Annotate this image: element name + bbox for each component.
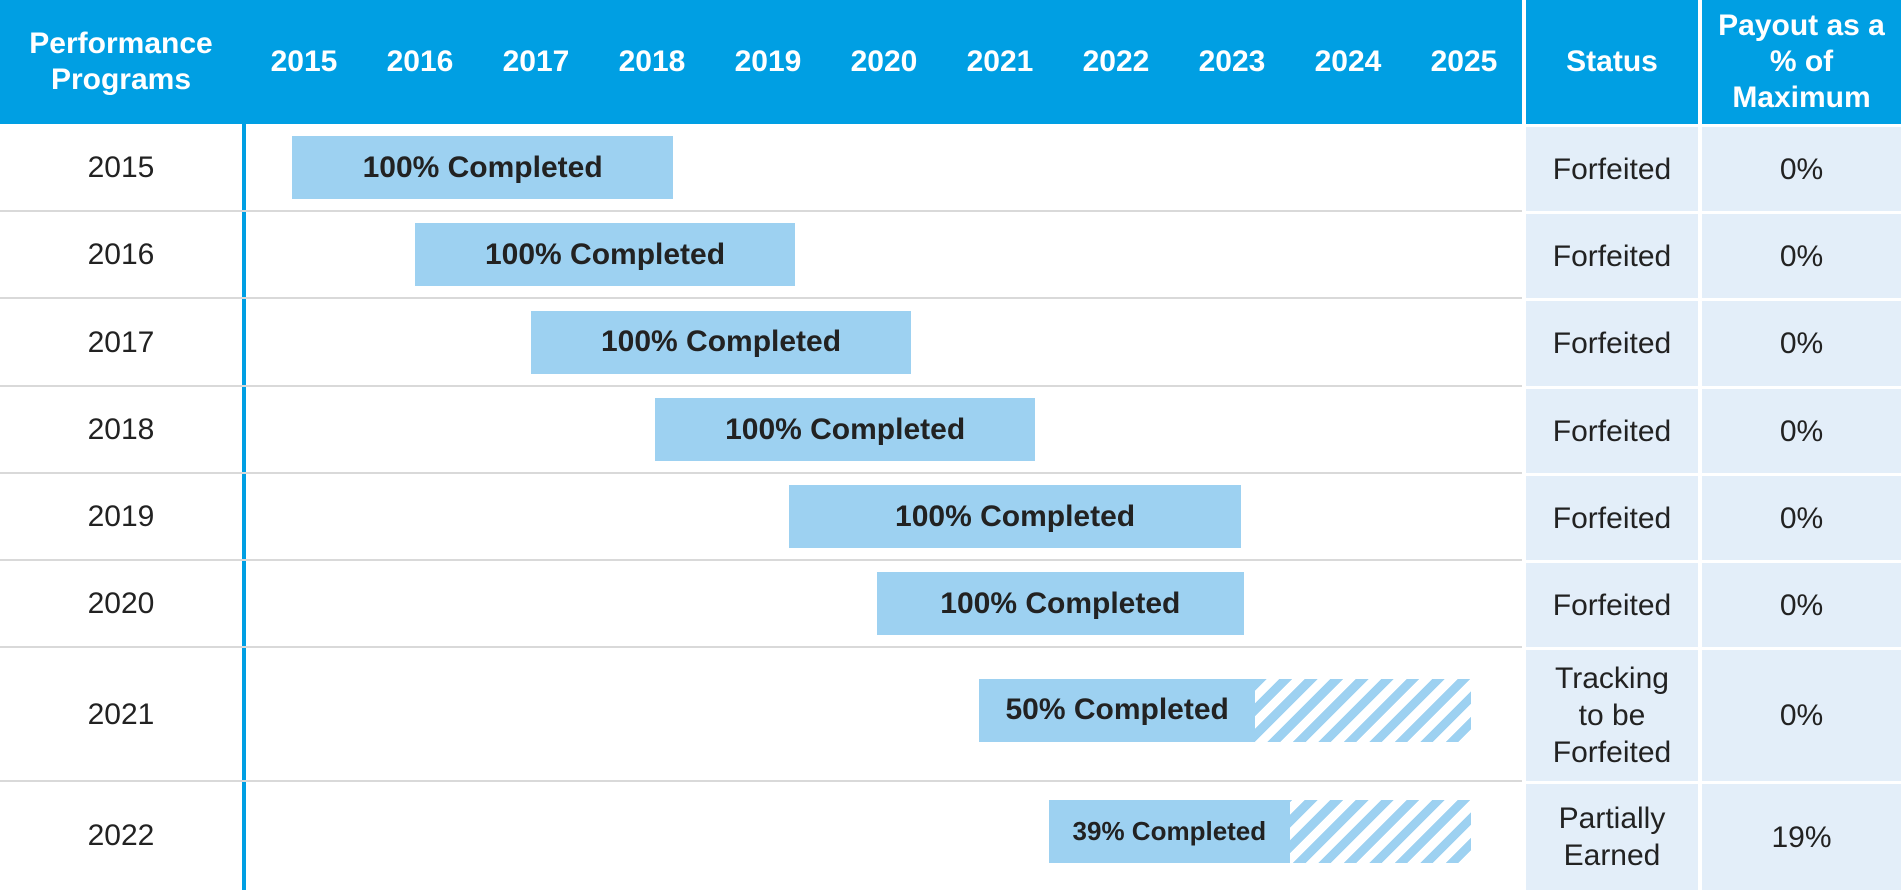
x-tick-label: 2020 — [850, 45, 918, 78]
status-cell: Forfeited — [1526, 214, 1698, 298]
program-label: 2015 — [87, 151, 155, 184]
status-cell: Forfeited — [1526, 563, 1698, 647]
projected-bar — [1255, 678, 1471, 742]
bar — [531, 310, 911, 374]
bar — [877, 572, 1244, 635]
bar-label: 100% Completed — [600, 325, 842, 358]
payout-cell: 19% — [1702, 784, 1901, 890]
program-label: 2019 — [87, 500, 155, 533]
x-tick-label: 2017 — [502, 45, 570, 78]
row-separator — [0, 472, 1522, 474]
projected-bar — [1290, 800, 1471, 863]
x-tick-label: 2015 — [270, 45, 338, 78]
bar — [788, 485, 1242, 548]
status-cell: Partially Earned — [1526, 784, 1698, 890]
x-tick-label: 2024 — [1314, 45, 1382, 78]
axis-line — [242, 0, 246, 890]
x-tick-label: 2018 — [618, 45, 686, 78]
x-tick-label: 2019 — [734, 45, 802, 78]
program-label: 2016 — [87, 238, 155, 271]
x-tick-label: 2023 — [1198, 45, 1266, 78]
bar-label: 50% Completed — [1005, 693, 1229, 726]
row-separator — [0, 210, 1522, 212]
row-separator — [0, 646, 1522, 648]
status-cell: Forfeited — [1526, 476, 1698, 560]
header-divider — [1522, 0, 1526, 890]
program-label: 2017 — [87, 325, 155, 359]
payout-cell: 0% — [1702, 650, 1901, 781]
program-label: 2022 — [87, 819, 155, 852]
row-separator — [0, 559, 1522, 561]
bar — [655, 398, 1035, 461]
payout-cell: 0% — [1702, 214, 1901, 298]
header-divider — [1698, 0, 1702, 890]
bar-label: 100% Completed — [895, 499, 1136, 533]
status-cell: Forfeited — [1526, 127, 1698, 211]
bar-label: 39% Completed — [1072, 816, 1267, 846]
payout-cell: 0% — [1702, 301, 1901, 386]
x-tick-label: 2025 — [1430, 45, 1498, 78]
x-tick-label: 2016 — [386, 45, 454, 78]
header-status: Status — [1566, 45, 1658, 78]
bar — [979, 678, 1256, 742]
row-separator — [0, 780, 1522, 782]
x-tick-label: 2021 — [966, 45, 1034, 78]
bar-label: 100% Completed — [362, 150, 603, 184]
program-label: 2020 — [87, 587, 155, 620]
bar-label: 100% Completed — [725, 412, 966, 446]
row-separator — [0, 385, 1522, 387]
bar — [292, 136, 673, 199]
x-tick-label: 2022 — [1082, 45, 1150, 78]
row-separator — [0, 297, 1522, 299]
bar-label: 100% Completed — [940, 586, 1181, 620]
status-cell: Forfeited — [1526, 389, 1698, 473]
payout-cell: 0% — [1702, 476, 1901, 560]
payout-cell: 0% — [1702, 389, 1901, 473]
bar-label: 100% Completed — [484, 237, 726, 271]
program-label: 2018 — [87, 413, 155, 446]
status-cell: Tracking to be Forfeited — [1526, 650, 1698, 781]
program-label: 2021 — [87, 697, 155, 731]
payout-cell: 0% — [1702, 563, 1901, 647]
header-payout: Payout as a % of Maximum — [1718, 9, 1885, 114]
header-band — [0, 0, 1901, 124]
header-program: Performance Programs — [29, 27, 213, 96]
status-cell: Forfeited — [1526, 301, 1698, 386]
bar — [415, 223, 795, 286]
bar — [1048, 800, 1290, 863]
payout-cell: 0% — [1702, 127, 1901, 211]
